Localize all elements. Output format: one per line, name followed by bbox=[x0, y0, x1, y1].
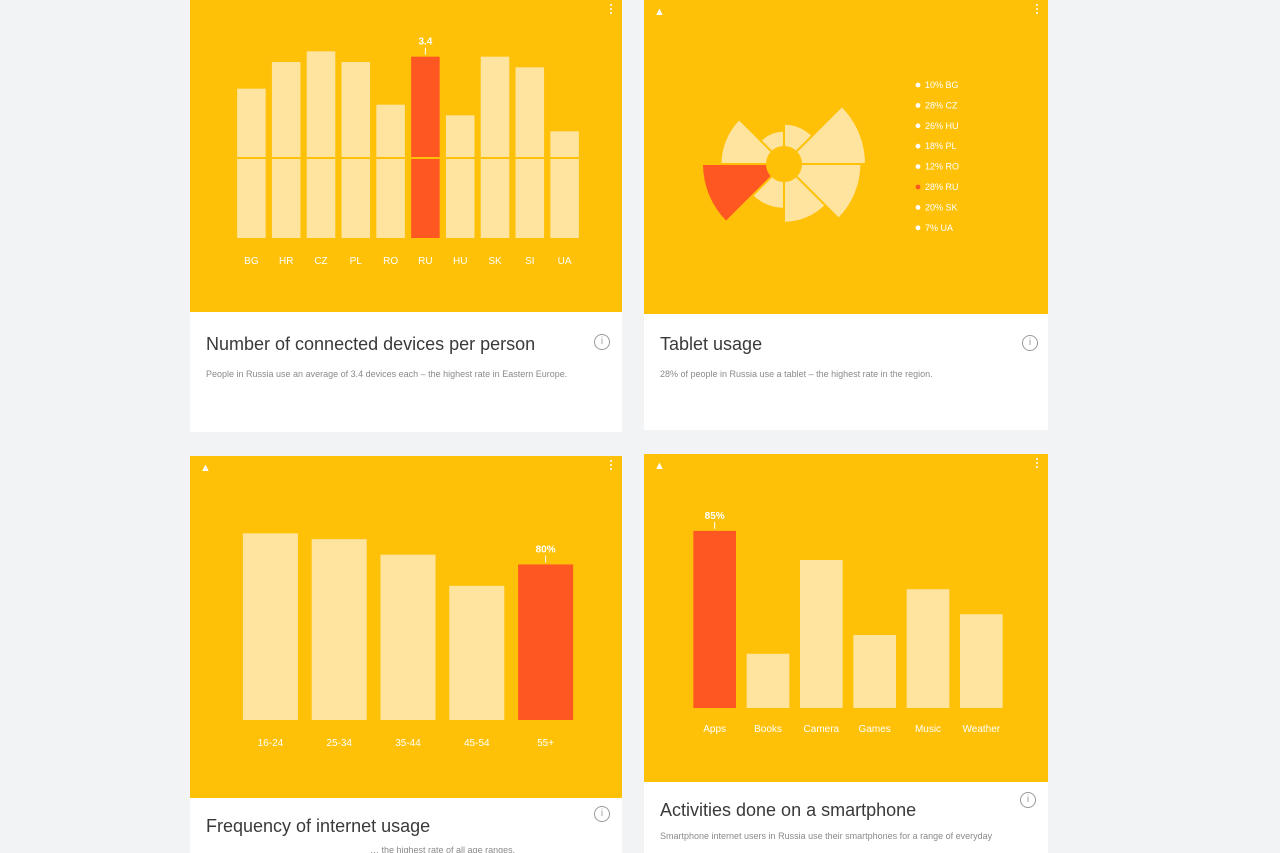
bar-cz[interactable] bbox=[306, 51, 336, 239]
slice-hu[interactable] bbox=[794, 163, 863, 221]
tick-label: SI bbox=[525, 256, 534, 267]
slice-ua[interactable] bbox=[759, 129, 785, 154]
legend-marker bbox=[915, 184, 921, 190]
legend-item: 28% RU bbox=[925, 182, 959, 192]
slice-ro[interactable] bbox=[750, 174, 785, 210]
card-description: Smartphone internet users in Russia use … bbox=[660, 831, 993, 841]
info-icon[interactable]: i bbox=[594, 806, 610, 822]
bar-games[interactable] bbox=[853, 635, 896, 708]
logo-icon: ▲ bbox=[654, 460, 665, 472]
bar-chart-activities: Apps 85% Books Camera Games Music Weather bbox=[693, 511, 1003, 735]
tick-label: Music bbox=[915, 724, 941, 735]
info-icon[interactable]: i bbox=[1022, 335, 1038, 351]
chart-area: 16-24 25-34 35-44 45-54 55+ 80% ▲ bbox=[190, 456, 622, 798]
bar-chart-devices: BG HR CZ PL RO RU 3.4 HU SK SI UA bbox=[237, 37, 579, 267]
chart-area: Apps 85% Books Camera Games Music Weather ▲ bbox=[644, 454, 1048, 782]
more-menu-icon[interactable] bbox=[608, 460, 614, 474]
bar-weather[interactable] bbox=[960, 614, 1003, 708]
slice-sk[interactable] bbox=[719, 117, 774, 165]
bar-55+[interactable] bbox=[518, 564, 574, 720]
more-menu-icon[interactable] bbox=[1034, 4, 1040, 18]
data-label: 85% bbox=[705, 511, 725, 522]
tick-label: Camera bbox=[804, 724, 840, 735]
bar-35-44[interactable] bbox=[380, 554, 436, 720]
info-icon[interactable]: i bbox=[1020, 792, 1036, 808]
data-label: 3.4 bbox=[418, 37, 432, 48]
bar-hu[interactable] bbox=[445, 115, 475, 238]
legend-marker bbox=[915, 103, 921, 108]
tick-label: 45-54 bbox=[464, 738, 490, 749]
slice-pl[interactable] bbox=[783, 174, 827, 224]
card-description: People in Russia use an average of 3.4 d… bbox=[206, 369, 568, 379]
card-internet-frequency: 16-24 25-34 35-44 45-54 55+ 80% ▲ Frequency o… bbox=[190, 456, 622, 853]
bar-ro[interactable] bbox=[376, 104, 405, 239]
tick-label: CZ bbox=[314, 256, 327, 267]
tick-label: RU bbox=[418, 256, 432, 267]
card-title: Tablet usage bbox=[660, 334, 763, 354]
bar-camera[interactable] bbox=[800, 560, 843, 708]
tick-label: BG bbox=[244, 256, 259, 267]
legend-item: 12% RO bbox=[925, 162, 959, 172]
tick-label: UA bbox=[558, 256, 572, 267]
logo-icon: ▲ bbox=[654, 6, 665, 18]
card-description: 28% of people in Russia use a tablet – t… bbox=[660, 369, 933, 379]
bar-ru[interactable] bbox=[411, 56, 440, 238]
tick-label: Apps bbox=[703, 724, 726, 735]
tick-label: RO bbox=[383, 256, 398, 267]
bar-25-34[interactable] bbox=[311, 539, 367, 720]
bar-hr[interactable] bbox=[271, 62, 301, 238]
tick-label: Games bbox=[859, 724, 891, 735]
chart-area: 10% BG 28% CZ 26% HU 18% PL 12% RO 28% RU 20% … bbox=[644, 0, 1048, 314]
slice-cz[interactable] bbox=[794, 104, 868, 165]
logo-icon: ▲ bbox=[200, 462, 211, 474]
tick-label: HR bbox=[279, 256, 293, 267]
bar-bg[interactable] bbox=[237, 88, 266, 239]
bar-pl[interactable] bbox=[341, 62, 371, 238]
tick-label: PL bbox=[350, 256, 363, 267]
chart-area: BG HR CZ PL RO RU 3.4 HU SK SI UA bbox=[190, 0, 622, 312]
bar-16-24[interactable] bbox=[242, 533, 298, 720]
legend-item: 18% PL bbox=[925, 141, 957, 151]
tick-label: 35-44 bbox=[395, 738, 421, 749]
bar-sk[interactable] bbox=[480, 56, 510, 238]
slice-ru[interactable] bbox=[700, 163, 774, 224]
bar-45-54[interactable] bbox=[449, 585, 505, 720]
legend-marker bbox=[915, 225, 921, 231]
card-description: … the highest rate of all age ranges. bbox=[370, 845, 516, 853]
card-title: Frequency of internet usage bbox=[206, 816, 431, 836]
legend-marker bbox=[915, 123, 921, 129]
more-menu-icon[interactable] bbox=[608, 4, 614, 18]
tick-label: SK bbox=[488, 256, 502, 267]
tick-label: 55+ bbox=[537, 738, 554, 749]
tick-label: Weather bbox=[963, 724, 1001, 735]
card-tablet-usage: 10% BG 28% CZ 26% HU 18% PL 12% RO 28% RU 20% … bbox=[644, 0, 1048, 430]
tick-label: Books bbox=[754, 724, 782, 735]
legend-item: 28% CZ bbox=[925, 100, 958, 110]
legend-marker bbox=[915, 205, 921, 210]
more-menu-icon[interactable] bbox=[1034, 458, 1040, 472]
legend-marker bbox=[915, 164, 921, 170]
card-connected-devices: BG HR CZ PL RO RU 3.4 HU SK SI UA Number of connec… bbox=[190, 0, 622, 432]
bar-books[interactable] bbox=[746, 653, 790, 708]
card-title: Number of connected devices per person bbox=[206, 334, 536, 354]
legend-marker bbox=[915, 143, 921, 149]
bar-apps[interactable] bbox=[693, 530, 736, 708]
info-icon[interactable]: i bbox=[594, 334, 610, 350]
tick-label: HU bbox=[453, 256, 467, 267]
tick-label: 25-34 bbox=[326, 738, 352, 749]
bar-music[interactable] bbox=[906, 589, 950, 708]
legend-item: 20% SK bbox=[925, 202, 958, 212]
bar-si[interactable] bbox=[515, 67, 545, 238]
legend-item: 10% BG bbox=[925, 80, 959, 90]
data-label: 80% bbox=[536, 544, 556, 555]
legend-item: 7% UA bbox=[925, 223, 953, 233]
legend-marker bbox=[915, 82, 921, 88]
tick-label: 16-24 bbox=[258, 738, 284, 749]
card-smartphone-activities: Apps 85% Books Camera Games Music Weather ▲ Ac… bbox=[644, 454, 1048, 853]
legend-item: 26% HU bbox=[925, 121, 959, 131]
bar-chart-frequency: 16-24 25-34 35-44 45-54 55+ 80% bbox=[242, 533, 574, 749]
polar-chart-tablet: 10% BG 28% CZ 26% HU 18% PL 12% RO 28% RU 20% … bbox=[700, 80, 959, 233]
bar-ua[interactable] bbox=[550, 131, 579, 238]
card-title: Activities done on a smartphone bbox=[660, 800, 917, 820]
